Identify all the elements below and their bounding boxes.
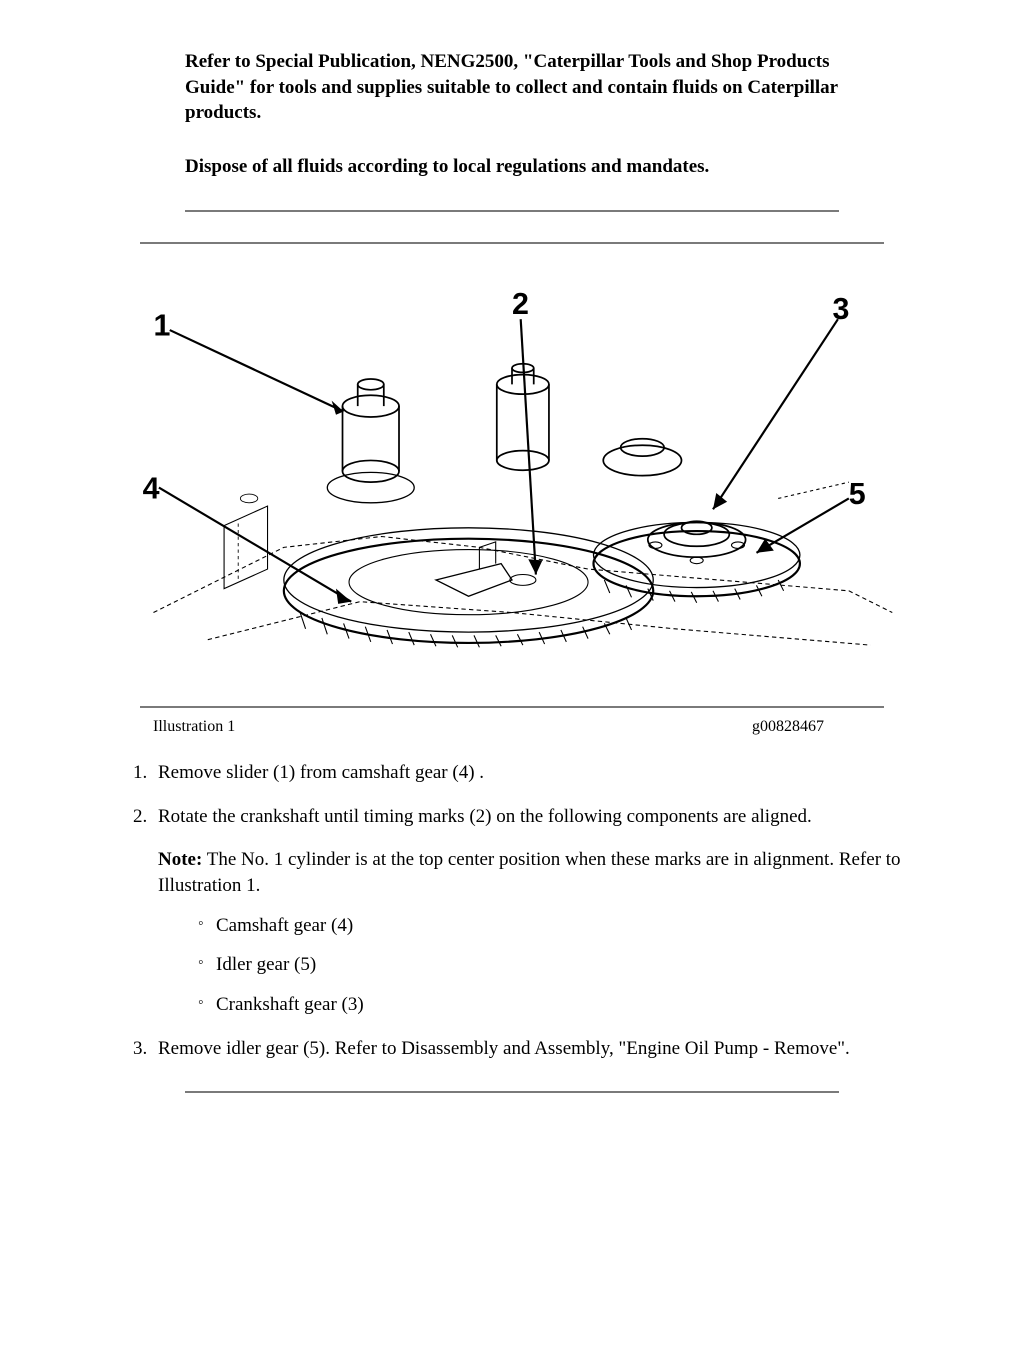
step-2-note: Note: The No. 1 cylinder is at the top c… (158, 847, 906, 898)
step-2: Rotate the crankshaft until timing marks… (152, 804, 906, 1018)
figure-illustration-1: 1 2 3 4 5 Illustration 1 g00828467 (110, 242, 914, 737)
step-1: Remove slider (1) from camshaft gear (4)… (152, 760, 906, 786)
sublist-item-idler: Idler gear (5) (198, 952, 906, 978)
step-2-text: Rotate the crankshaft until timing marks… (158, 806, 812, 827)
figure-rule-bottom (140, 706, 884, 708)
step-1-text: Remove slider (1) from camshaft gear (4)… (158, 762, 484, 783)
intro-paragraph-1: Refer to Special Publication, NENG2500, … (185, 49, 886, 126)
procedure-steps: Remove slider (1) from camshaft gear (4)… (110, 760, 906, 1061)
callout-2: 2 (512, 286, 529, 320)
callout-4: 4 (143, 471, 160, 505)
figure-caption-row: Illustration 1 g00828467 (153, 718, 824, 736)
figure-caption-right: g00828467 (752, 718, 824, 736)
callout-3: 3 (833, 292, 850, 326)
engine-gear-diagram: 1 2 3 4 5 (110, 254, 914, 689)
step-2-sublist: Camshaft gear (4) Idler gear (5) Cranksh… (158, 913, 906, 1018)
horizontal-rule-bottom (185, 1091, 839, 1093)
intro-paragraph-2: Dispose of all fluids according to local… (185, 154, 886, 180)
callout-1: 1 (153, 308, 170, 342)
step-3-text: Remove idler gear (5). Refer to Disassem… (158, 1038, 850, 1059)
step-3: Remove idler gear (5). Refer to Disassem… (152, 1036, 906, 1062)
figure-caption-left: Illustration 1 (153, 718, 235, 736)
page-content: Refer to Special Publication, NENG2500, … (0, 0, 1024, 1163)
sublist-item-crankshaft: Crankshaft gear (3) (198, 992, 906, 1018)
note-text: The No. 1 cylinder is at the top center … (158, 849, 901, 896)
callout-5: 5 (849, 476, 866, 510)
note-label: Note: (158, 849, 202, 870)
sublist-item-camshaft: Camshaft gear (4) (198, 913, 906, 939)
figure-rule-top (140, 242, 884, 244)
horizontal-rule-top (185, 210, 839, 212)
